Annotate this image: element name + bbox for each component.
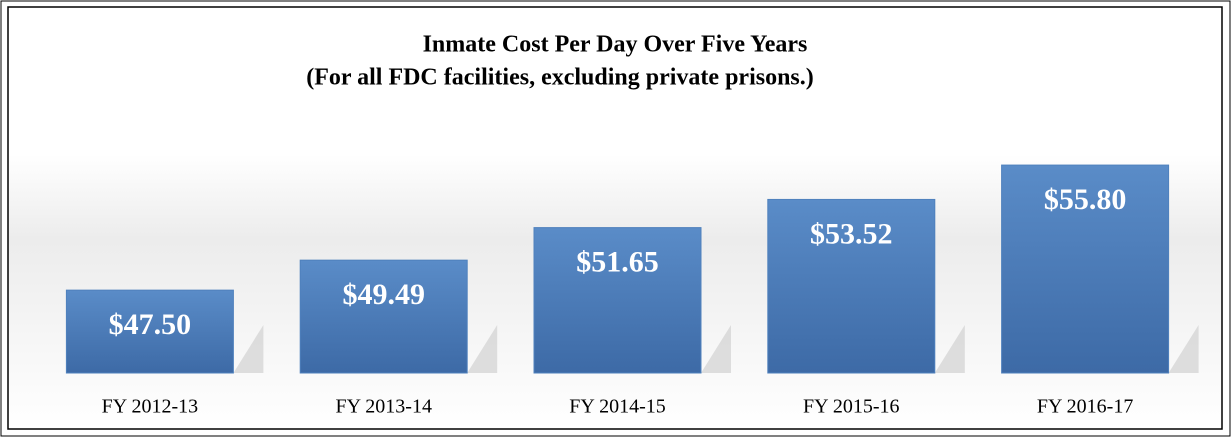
x-tick-label: FY 2012-13 [102, 396, 198, 418]
bar [767, 198, 936, 374]
value-label: $53.52 [810, 217, 893, 250]
bar [1001, 164, 1170, 374]
x-tick-label: FY 2014-15 [569, 396, 665, 418]
bar [533, 227, 702, 374]
bar-shadow [1168, 325, 1199, 373]
x-tick-label: FY 2013-14 [335, 396, 431, 418]
value-label: $55.80 [1044, 183, 1127, 216]
value-label: $47.50 [109, 308, 192, 341]
value-label: $51.65 [576, 245, 659, 278]
bar [65, 289, 234, 374]
chart-title: Inmate Cost Per Day Over Five Years [423, 32, 808, 58]
bar [299, 259, 468, 374]
bar-shadow [467, 325, 498, 373]
bar-shadow [233, 325, 264, 373]
bar-shadow [701, 325, 731, 373]
x-tick-label: FY 2016-17 [1037, 396, 1133, 418]
chart-subtitle: (For all FDC facilities, excluding priva… [306, 65, 814, 91]
value-label: $49.49 [342, 278, 425, 311]
x-tick-label: FY 2015-16 [803, 396, 899, 418]
bar-shadow [934, 325, 965, 373]
